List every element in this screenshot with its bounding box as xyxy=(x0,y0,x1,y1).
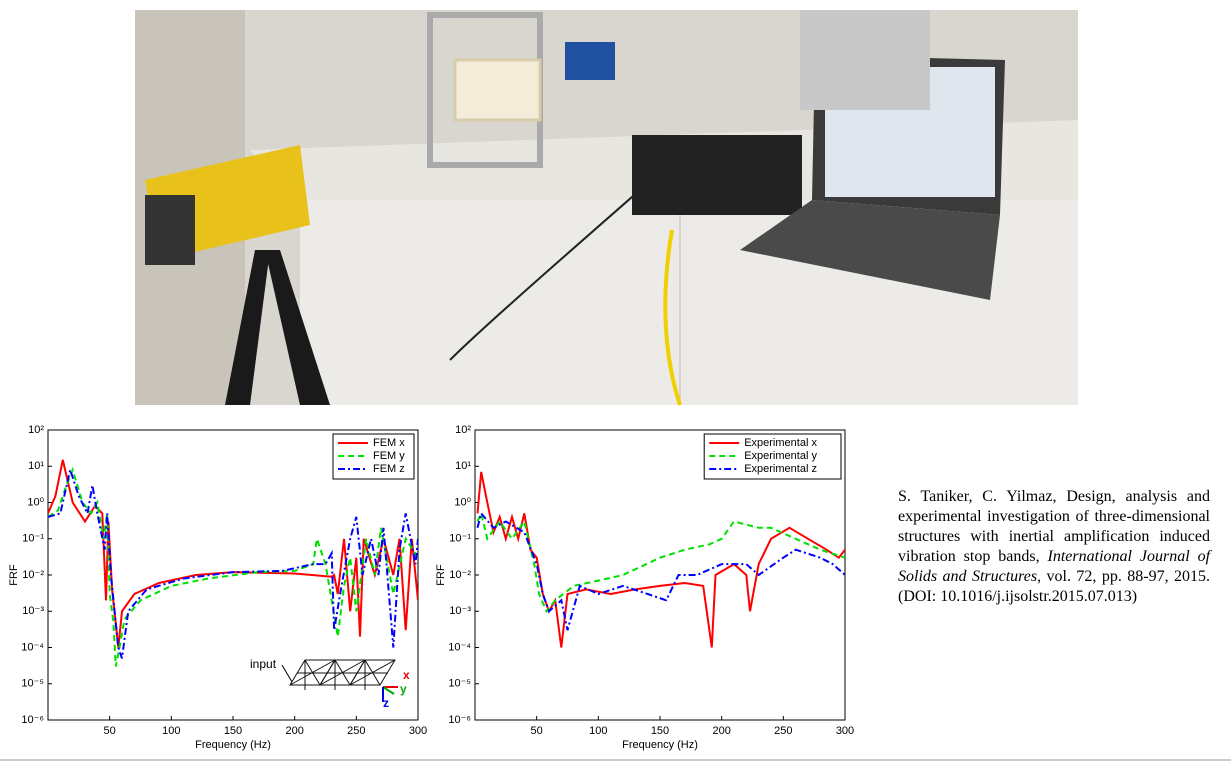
y-tick-label: 10² xyxy=(455,424,471,436)
legend-box xyxy=(332,433,415,480)
y-tick-label: 10⁻² xyxy=(449,569,471,581)
y-tick-label: 10⁻⁵ xyxy=(21,678,44,690)
y-tick-label: 10⁰ xyxy=(454,496,471,508)
y-tick-label: 10⁻⁶ xyxy=(21,714,44,726)
series-line xyxy=(476,471,845,648)
x-tick-label: 100 xyxy=(162,725,180,737)
annotation: y xyxy=(400,682,407,696)
x-tick-label: 150 xyxy=(224,725,242,737)
chart: 10⁻⁶ 10⁻⁵ 10⁻⁴ 10⁻³ 10⁻² 10⁻¹ 10⁰ 10¹ 10² 50 100 15… xyxy=(8,424,427,751)
legend-label: Experimental x xyxy=(744,437,817,449)
citation-authors: S. Taniker, C. Yilmaz, xyxy=(898,488,1057,505)
photo-daq xyxy=(632,135,802,215)
photo-tripod-leg xyxy=(225,250,270,405)
chart: 10⁻⁶ 10⁻⁵ 10⁻⁴ 10⁻³ 10⁻² 10⁻¹ 10⁰ 10¹ 10² 50 100 15… xyxy=(435,424,854,751)
x-tick-label: 300 xyxy=(409,725,427,737)
input-pointer xyxy=(281,664,293,683)
y-tick-label: 10⁻² xyxy=(22,569,44,581)
citation-title: Design, analysis and experimental invest… xyxy=(898,488,1210,565)
y-axis-label: FRF xyxy=(8,564,20,586)
legend-label: Experimental y xyxy=(744,450,817,462)
y-tick-label: 10² xyxy=(28,424,44,436)
photo-vibrometer-head xyxy=(145,195,195,265)
x-axis-label: Frequency (Hz) xyxy=(195,739,271,751)
photo-cable xyxy=(449,189,641,361)
annotation: input xyxy=(250,657,277,671)
series-line xyxy=(48,466,418,667)
y-tick-label: 10¹ xyxy=(28,460,44,472)
x-tick-label: 50 xyxy=(104,725,116,737)
x-tick-label: 250 xyxy=(347,725,365,737)
y-tick-label: 10⁻⁶ xyxy=(448,714,471,726)
citation-doi: (DOI: 10.1016/j.ijsolstr.2015.07.013) xyxy=(898,588,1138,605)
y-tick-label: 10⁻³ xyxy=(449,605,471,617)
y-tick-label: 10⁻³ xyxy=(22,605,44,617)
x-axis-label: Frequency (Hz) xyxy=(622,739,698,751)
y-tick-label: 10¹ xyxy=(455,460,471,472)
lattice-inset: input xyz xyxy=(250,657,410,710)
y-tick-label: 10⁻¹ xyxy=(449,533,471,545)
photo-laptop-base xyxy=(740,200,1000,300)
x-tick-label: 100 xyxy=(589,725,607,737)
annotation: z xyxy=(383,696,389,710)
y-tick-label: 10⁻¹ xyxy=(22,533,44,545)
legend-label: Experimental z xyxy=(744,463,817,475)
legend-box xyxy=(703,433,842,480)
legend-label: FEM x xyxy=(373,437,405,449)
legend-label: FEM y xyxy=(373,450,405,462)
lattice-cell xyxy=(349,659,396,690)
photo xyxy=(135,10,1078,406)
x-tick-label: 300 xyxy=(836,725,854,737)
x-tick-label: 200 xyxy=(285,725,303,737)
series-line xyxy=(476,511,845,631)
series-line xyxy=(476,510,845,614)
x-tick-label: 250 xyxy=(774,725,792,737)
legend-label: FEM z xyxy=(373,463,405,475)
series-line xyxy=(48,466,418,659)
annotation: x xyxy=(403,668,410,682)
y-tick-label: 10⁻⁴ xyxy=(21,641,44,653)
y-tick-label: 10⁻⁴ xyxy=(448,641,471,653)
citation-details: , vol. 72, pp. 88-97, 2015. xyxy=(1037,568,1211,585)
x-tick-label: 150 xyxy=(651,725,669,737)
y-tick-label: 10⁰ xyxy=(27,496,44,508)
y-arrow xyxy=(382,686,395,695)
photo-cable xyxy=(663,229,682,406)
photo-shaker xyxy=(565,42,615,80)
citation: S. Taniker, C. Yilmaz, Design, analysis … xyxy=(898,487,1210,607)
photo-specimen xyxy=(453,58,542,122)
citation-journal: International Journal of Solids and Stru… xyxy=(898,548,1211,585)
x-tick-label: 200 xyxy=(712,725,730,737)
photo-socket-panel xyxy=(800,10,930,110)
y-axis-label: FRF xyxy=(435,564,447,586)
photo-tripod-leg xyxy=(265,250,330,405)
y-tick-label: 10⁻⁵ xyxy=(448,678,471,690)
x-tick-label: 50 xyxy=(531,725,543,737)
